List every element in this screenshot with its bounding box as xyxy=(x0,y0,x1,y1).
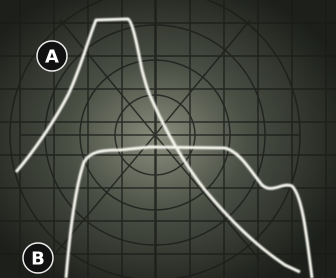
label-a-badge: A xyxy=(37,41,67,71)
label-b: B xyxy=(31,249,45,270)
label-a: A xyxy=(45,47,59,68)
label-b-badge: B xyxy=(23,243,53,273)
oscilloscope-photo: A B xyxy=(0,0,336,278)
